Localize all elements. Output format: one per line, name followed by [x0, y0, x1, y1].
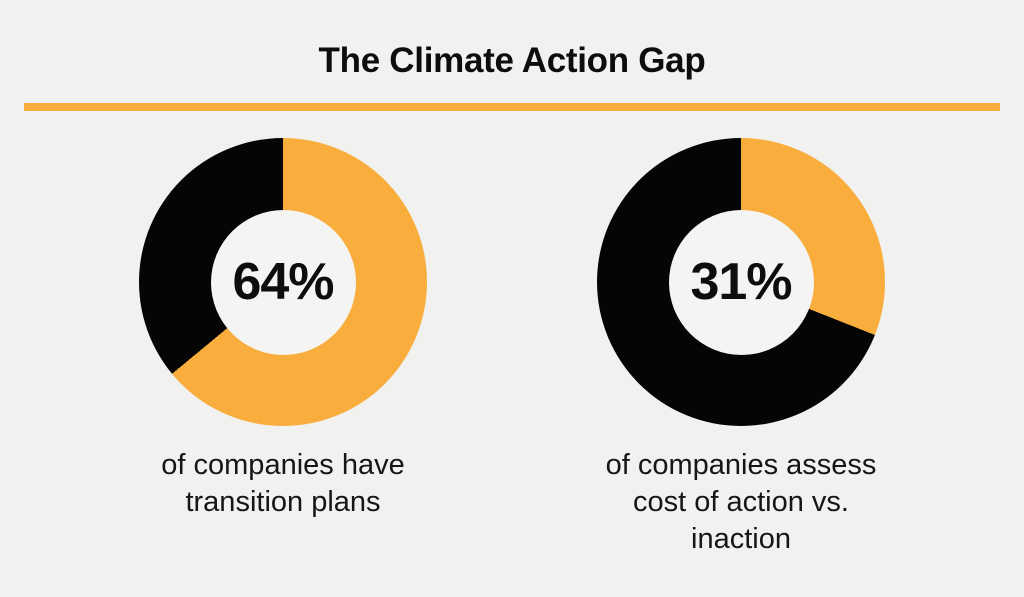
caption-line: of companies have — [161, 449, 405, 481]
caption-line: inaction — [691, 523, 791, 555]
title-divider — [24, 103, 1000, 111]
caption-line: cost of action vs. — [633, 486, 849, 518]
chart-column-cost-assessment: 31% of companies assess cost of action vs… — [567, 138, 915, 558]
donut-value-label: 64% — [232, 253, 334, 311]
donut-chart-cost-assessment: 31% — [597, 138, 885, 426]
chart-caption-cost-assessment: of companies assess cost of action vs. ina… — [606, 447, 877, 558]
donut-chart-transition-plans: 64% — [139, 138, 427, 426]
caption-line: transition plans — [185, 486, 381, 518]
chart-caption-transition-plans: of companies have transition plans — [161, 447, 404, 521]
donut-hole: 64% — [210, 209, 356, 355]
donut-value-label: 31% — [690, 253, 792, 311]
page-title: The Climate Action Gap — [318, 41, 706, 80]
caption-line: of companies assess — [605, 449, 877, 481]
donut-hole: 31% — [668, 209, 814, 355]
chart-column-transition-plans: 64% of companies have transition plans — [109, 138, 457, 558]
charts-row: 64% of companies have transition plans 31… — [0, 138, 1024, 558]
